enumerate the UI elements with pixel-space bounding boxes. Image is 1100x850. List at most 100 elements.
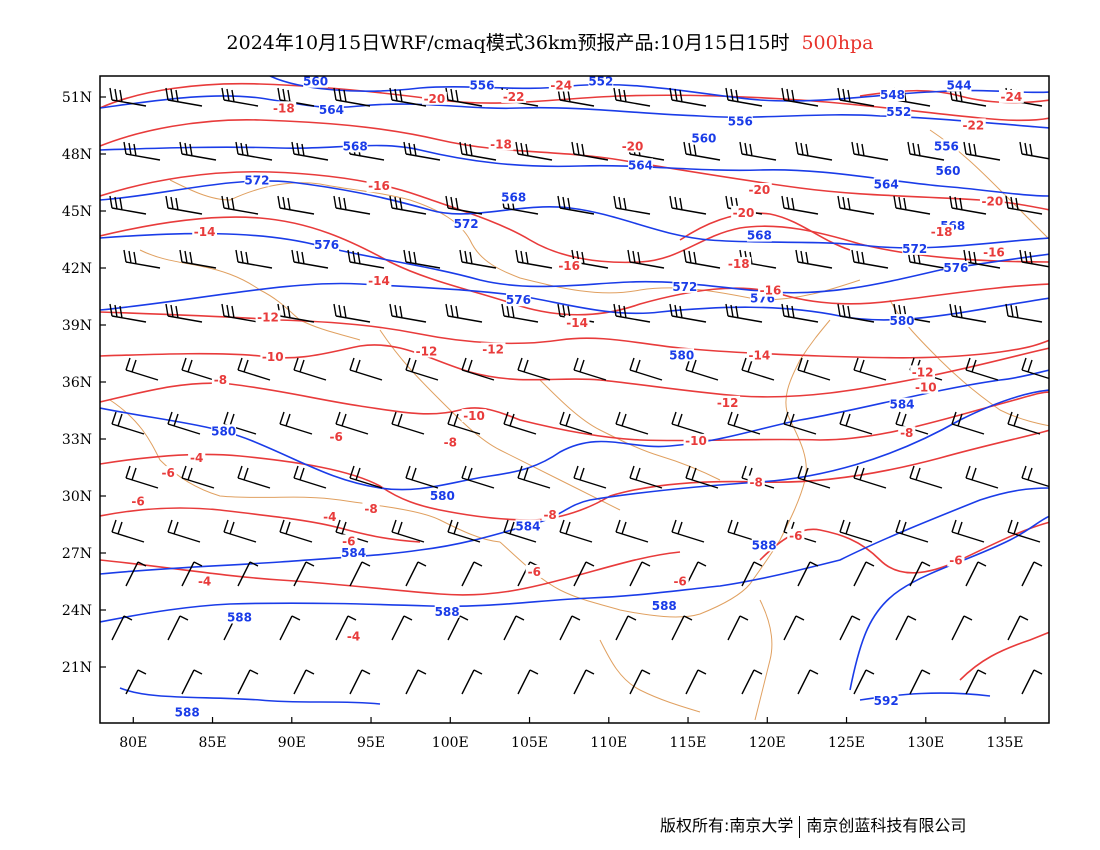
temperature-contour-label-bg bbox=[979, 194, 1005, 208]
wind-barb bbox=[1007, 411, 1041, 435]
wind-barb bbox=[1019, 141, 1049, 160]
temperature-contour-line bbox=[759, 521, 1049, 574]
wind-barb bbox=[909, 561, 931, 587]
wind-barb bbox=[557, 195, 595, 215]
wind-barb bbox=[335, 411, 369, 435]
wind-barb bbox=[517, 669, 539, 695]
wind-barb bbox=[573, 357, 607, 381]
wind-barb bbox=[111, 519, 145, 543]
temperature-contour-label: -12 bbox=[717, 396, 739, 410]
wind-barb bbox=[349, 669, 371, 695]
wind-barb bbox=[613, 195, 651, 215]
height-contour-label-bg bbox=[873, 177, 899, 191]
height-contour-label: 588 bbox=[435, 605, 460, 619]
wind-barb bbox=[335, 615, 357, 641]
temperature-contour-label: -16 bbox=[760, 284, 782, 298]
height-contour-label-bg bbox=[935, 164, 961, 177]
temperature-contour-label-bg bbox=[981, 245, 1007, 259]
temperature-contour-label: -4 bbox=[198, 574, 211, 588]
wind-barb bbox=[517, 357, 551, 381]
wind-barb bbox=[783, 615, 805, 641]
boundary-line bbox=[599, 639, 701, 713]
height-contour-label: 592 bbox=[874, 694, 899, 708]
height-contour-label-bg bbox=[691, 131, 717, 145]
temperature-contour-label: -18 bbox=[931, 225, 953, 239]
wind-barb bbox=[839, 519, 873, 543]
height-contour-label: 576 bbox=[506, 293, 531, 307]
wind-barb bbox=[459, 141, 497, 161]
wind-barb bbox=[221, 87, 259, 107]
wind-barb bbox=[963, 249, 1001, 269]
wind-barb bbox=[333, 195, 371, 215]
temperature-contour-label: -22 bbox=[503, 90, 525, 104]
pressure-level: 500hpa bbox=[801, 32, 874, 54]
temperature-contour-label-bg bbox=[461, 409, 487, 423]
wind-barb bbox=[853, 561, 875, 587]
temperature-contour-label-bg bbox=[321, 509, 339, 523]
wind-barb bbox=[615, 615, 637, 641]
wind-barb bbox=[447, 615, 469, 641]
wind-barb bbox=[893, 195, 931, 215]
wind-barb bbox=[797, 561, 819, 587]
temperature-contour-label: -20 bbox=[424, 92, 446, 106]
wind-barb bbox=[279, 615, 301, 641]
temperature-contour-label-bg bbox=[620, 139, 645, 153]
lon-tick-label: 125E bbox=[828, 735, 865, 751]
wind-barb bbox=[179, 141, 217, 161]
temperature-contour-label-bg bbox=[715, 395, 741, 409]
lat-tick-label: 39N bbox=[62, 318, 92, 334]
wind-barb bbox=[515, 249, 553, 269]
wind-barb bbox=[389, 303, 427, 323]
boundary-line bbox=[169, 179, 861, 301]
wind-barb bbox=[293, 357, 327, 381]
temperature-contour-label-bg bbox=[929, 224, 955, 238]
height-contour-label: 588 bbox=[175, 706, 200, 720]
wind-barb bbox=[235, 249, 273, 269]
temperature-contour-label-bg bbox=[271, 101, 297, 115]
wind-barb bbox=[517, 465, 551, 489]
temperature-contour-label: -12 bbox=[912, 365, 934, 379]
wind-barb bbox=[1021, 669, 1043, 695]
temperature-contour-label: -10 bbox=[685, 434, 707, 448]
wind-barb bbox=[391, 411, 425, 435]
temperature-contour-label-bg bbox=[188, 450, 206, 464]
temperature-contour-label-bg bbox=[192, 224, 218, 238]
height-contour-label-bg bbox=[319, 103, 344, 117]
wind-barb bbox=[333, 87, 371, 107]
temperature-contour-line bbox=[100, 216, 1049, 316]
wind-barb bbox=[629, 465, 663, 489]
height-contour-label: 560 bbox=[303, 75, 328, 89]
temperature-contour-label-bg bbox=[671, 574, 689, 588]
wind-barb bbox=[671, 519, 705, 543]
wind-barb bbox=[445, 195, 483, 215]
height-contour-label-bg bbox=[943, 260, 969, 274]
height-contour-line bbox=[100, 180, 1049, 249]
wind-barb bbox=[951, 519, 985, 543]
wind-barb bbox=[291, 141, 329, 161]
lat-tick-label: 36N bbox=[62, 375, 92, 391]
wind-barb bbox=[221, 195, 259, 215]
height-contour-label-bg bbox=[342, 139, 368, 153]
lon-tick-label: 115E bbox=[670, 735, 707, 751]
height-contour-label-bg bbox=[303, 76, 328, 88]
title-text: 2024年10月15日WRF/cmaq模式36km预报产品:10月15日15时 bbox=[226, 32, 790, 54]
wind-barb bbox=[459, 249, 497, 269]
wind-barb bbox=[573, 465, 607, 489]
wind-barb bbox=[293, 465, 327, 489]
wind-barb bbox=[683, 141, 721, 161]
wind-barb bbox=[951, 411, 985, 435]
credit-right: 南京创蓝科技有限公司 bbox=[806, 816, 967, 835]
height-contour-label-bg bbox=[902, 241, 928, 255]
wind-barb bbox=[909, 669, 931, 695]
wind-barb bbox=[1005, 303, 1043, 323]
copyright-credit: 版权所有:南京大学 南京创蓝科技有限公司 bbox=[660, 812, 966, 838]
wind-barb bbox=[559, 411, 593, 435]
height-contour-label: 564 bbox=[874, 177, 899, 191]
height-contour-label: 568 bbox=[747, 229, 772, 243]
temperature-contour-label: -18 bbox=[490, 137, 512, 151]
temperature-contour-label-bg bbox=[366, 274, 392, 288]
lon-tick-label: 95E bbox=[357, 735, 385, 751]
wind-barb bbox=[347, 249, 385, 269]
wind-barb bbox=[949, 87, 987, 107]
temperature-contour-label-bg bbox=[422, 91, 447, 105]
